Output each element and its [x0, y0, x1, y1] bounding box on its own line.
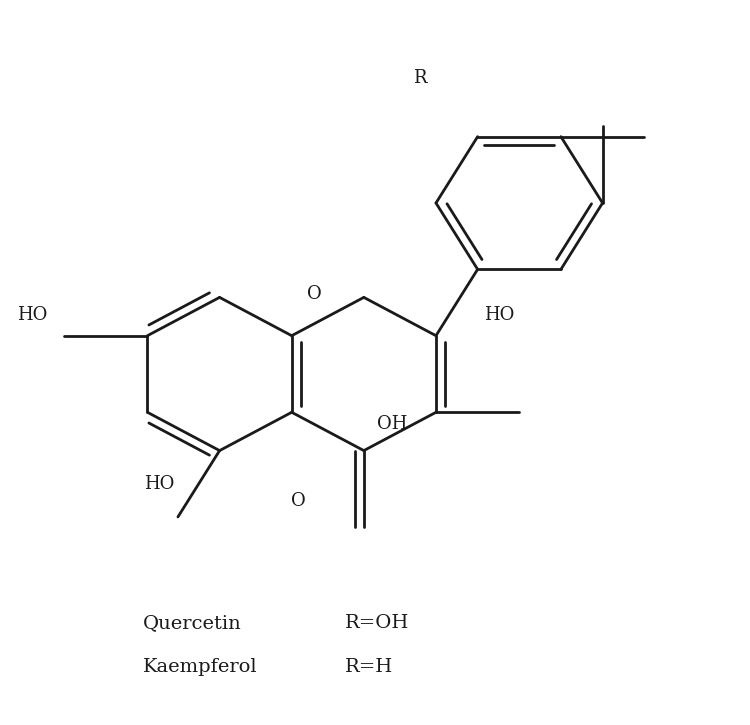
Text: Quercetin: Quercetin [142, 615, 242, 632]
Text: OH: OH [376, 415, 406, 433]
Text: HO: HO [16, 307, 47, 324]
Text: O: O [307, 285, 322, 303]
Text: R: R [413, 69, 427, 87]
Text: R=H: R=H [345, 658, 393, 676]
Text: HO: HO [144, 475, 174, 493]
Text: O: O [291, 492, 306, 510]
Text: Kaempferol: Kaempferol [142, 658, 257, 676]
Text: R=OH: R=OH [345, 615, 410, 632]
Text: HO: HO [484, 307, 514, 324]
